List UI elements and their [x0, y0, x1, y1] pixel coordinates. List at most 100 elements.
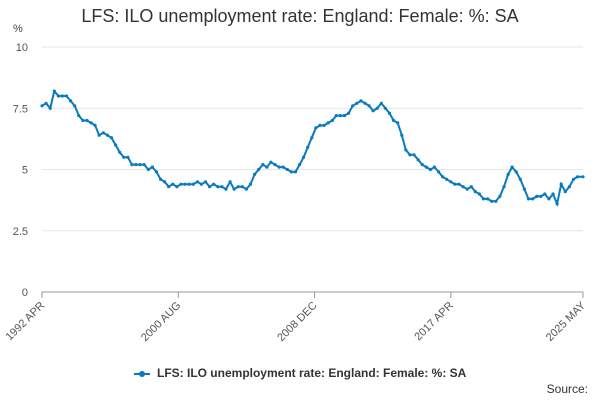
data-point: [236, 185, 240, 189]
data-point: [473, 190, 477, 194]
data-point: [359, 99, 363, 103]
data-point: [73, 104, 77, 108]
data-point: [457, 182, 461, 186]
data-point: [428, 167, 432, 172]
data-point: [522, 187, 527, 191]
data-point: [93, 123, 97, 127]
data-point: [494, 199, 498, 203]
y-axis-ticks: 0 2.5 5 7.5 10: [13, 42, 28, 299]
data-point: [453, 182, 457, 186]
data-point: [69, 99, 73, 103]
data-point: [306, 145, 310, 149]
chart-title: LFS: ILO unemployment rate: England: Fem…: [81, 6, 519, 26]
gridlines: [42, 46, 583, 293]
data-point: [220, 185, 224, 189]
data-point: [183, 182, 187, 186]
data-point: [44, 101, 48, 105]
x-axis-ticks: 1992 APR 2000 AUG 2008 DEC 2017 APR 2025 MAY: [4, 292, 589, 344]
data-point: [265, 165, 269, 169]
data-point: [240, 185, 244, 189]
data-point: [535, 194, 539, 198]
data-point: [383, 106, 387, 110]
data-point: [375, 106, 379, 110]
data-point: [118, 150, 122, 154]
data-point: [363, 101, 367, 105]
data-point: [187, 182, 191, 186]
data-point: [551, 192, 555, 196]
data-point: [465, 187, 469, 191]
data-point: [563, 190, 567, 194]
data-point: [163, 180, 167, 184]
data-point: [461, 185, 465, 189]
data-point: [154, 170, 159, 174]
data-point: [326, 121, 330, 125]
data-point: [432, 165, 437, 169]
data-point: [224, 187, 228, 191]
data-point: [138, 163, 142, 167]
data-point: [97, 133, 101, 137]
data-point: [486, 197, 490, 201]
data-point: [518, 177, 522, 181]
data-point: [351, 104, 355, 108]
legend-label: LFS: ILO unemployment rate: England: Fem…: [156, 366, 467, 380]
x-tick-label: 2008 DEC: [275, 300, 319, 344]
data-point: [481, 197, 486, 201]
data-point: [334, 114, 338, 118]
data-point: [179, 182, 183, 186]
legend-line-marker: [133, 370, 150, 377]
data-point: [159, 177, 163, 181]
data-point: [89, 121, 93, 125]
data-point: [195, 180, 199, 184]
data-point: [424, 165, 428, 169]
data-point: [338, 114, 342, 118]
data-point: [367, 104, 371, 108]
data-point: [396, 121, 400, 125]
y-tick-label: 7.5: [13, 103, 28, 115]
data-point: [85, 118, 89, 123]
data-point: [60, 94, 64, 98]
data-point: [539, 194, 543, 198]
data-point: [408, 153, 412, 157]
data-point: [257, 167, 261, 172]
data-point: [150, 165, 154, 169]
data-point: [126, 155, 130, 159]
data-point: [502, 185, 506, 189]
x-tick-label: 1992 APR: [4, 300, 48, 344]
data-point: [477, 192, 481, 196]
y-tick-label: 2.5: [13, 226, 28, 238]
data-point: [437, 170, 441, 174]
data-point: [212, 182, 216, 186]
data-point: [216, 185, 220, 189]
data-point: [269, 160, 273, 164]
data-point: [101, 131, 105, 135]
data-point: [581, 175, 585, 179]
data-point: [575, 175, 580, 179]
data-point: [322, 123, 326, 127]
data-point: [167, 185, 171, 189]
data-point: [347, 111, 351, 115]
data-point: [555, 202, 559, 206]
y-tick-label: 5: [22, 165, 28, 177]
data-point: [52, 89, 56, 93]
data-point: [40, 104, 44, 108]
data-point: [134, 163, 138, 167]
data-point: [105, 133, 109, 137]
data-point: [199, 182, 203, 186]
data-point: [277, 165, 281, 169]
data-point: [289, 170, 293, 174]
data-point: [449, 180, 453, 184]
legend[interactable]: LFS: ILO unemployment rate: England: Fem…: [0, 366, 600, 380]
data-point: [232, 187, 236, 191]
data-point: [122, 155, 126, 159]
source-label: Source:: [546, 382, 588, 396]
data-point: [208, 185, 212, 189]
data-point: [114, 143, 118, 147]
x-tick-label: 2000 AUG: [139, 300, 183, 344]
data-point: [469, 185, 473, 189]
data-point: [416, 158, 420, 162]
data-point: [302, 155, 306, 159]
data-point: [379, 101, 383, 105]
data-point: [310, 136, 314, 140]
data-point: [420, 163, 424, 167]
data-point: [506, 172, 510, 176]
